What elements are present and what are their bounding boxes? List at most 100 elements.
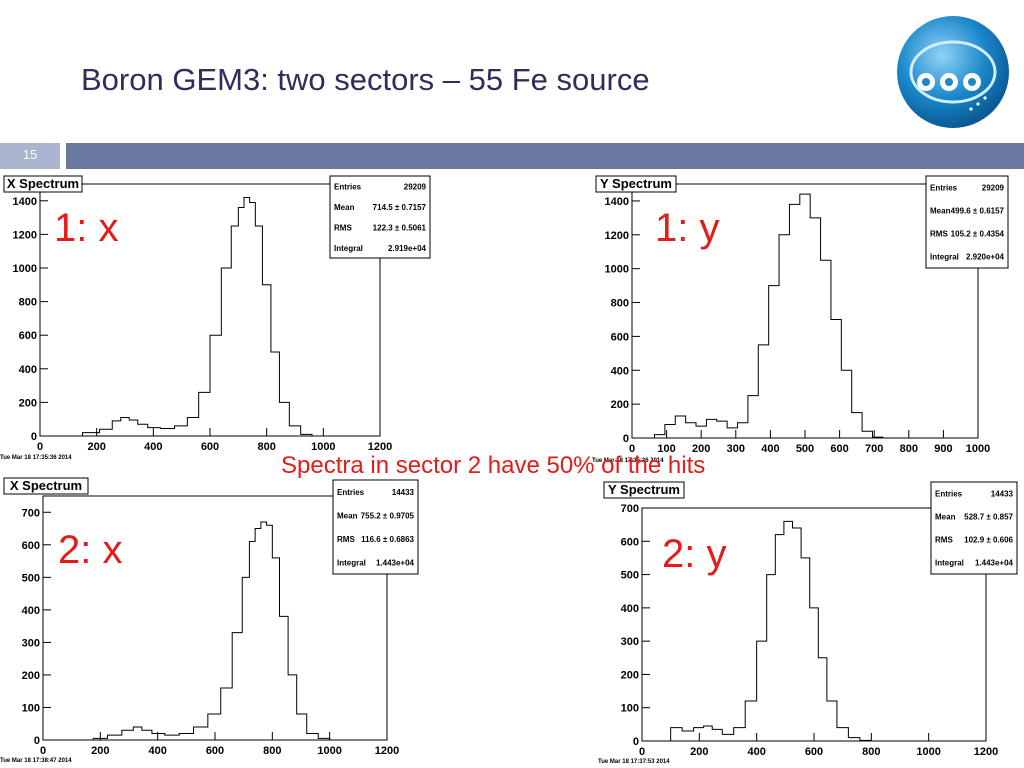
x-tick-label: 300: [727, 443, 745, 455]
histogram-series: [92, 521, 331, 740]
y-tick-label: 300: [621, 636, 639, 648]
stats-value: 2.919e+04: [388, 244, 427, 253]
stats-label: Integral: [334, 244, 363, 253]
x-tick-label: 200: [692, 443, 710, 455]
y-tick-label: 0: [34, 735, 40, 747]
stats-label: Mean: [337, 511, 358, 520]
y-tick-label: 600: [22, 540, 40, 552]
histogram-1y: 0 100 200 300 400 500 600 700 800 900 1000 0 200 400 6…: [592, 175, 1009, 464]
stats-value: 102.9 ± 0.606: [964, 536, 1013, 545]
x-tick-label: 200: [91, 745, 109, 757]
y-tick-label: 400: [611, 365, 629, 377]
x-tick-label: 600: [206, 745, 224, 757]
stats-label: Entries: [935, 490, 963, 499]
y-tick-label: 1400: [13, 196, 37, 208]
y-tick-label: 1000: [605, 264, 629, 276]
x-tick-label: 1200: [368, 441, 392, 453]
stats-label: RMS: [935, 536, 953, 545]
label-2x: 2: x: [58, 528, 123, 572]
label-2y: 2: y: [662, 532, 727, 576]
x-tick-label: 800: [900, 443, 918, 455]
stats-box: [930, 481, 1018, 575]
label-1y: 1: y: [655, 206, 720, 250]
stats-value: 528.7 ± 0.857: [964, 513, 1013, 522]
y-tick-label: 100: [621, 703, 639, 715]
histogram-series: [82, 196, 313, 436]
hist-title-box: [3, 175, 83, 193]
y-tick-label: 600: [19, 330, 37, 342]
stats-label: Integral: [935, 559, 964, 568]
histogram-series: [670, 520, 872, 741]
x-tick-label: 0: [629, 443, 635, 455]
stats-label: Mean: [334, 203, 355, 212]
y-tick-label: 200: [621, 669, 639, 681]
timestamp: Tue Mar 18 17:35:36 2014: [592, 458, 664, 464]
stats-label: Mean: [930, 207, 951, 216]
y-tick-label: 400: [19, 364, 37, 376]
x-tick-label: 700: [865, 443, 883, 455]
stats-value: 714.5 ± 0.7157: [373, 203, 427, 212]
y-tick-label: 200: [611, 399, 629, 411]
header-band: 15: [0, 143, 1024, 169]
y-tick-label: 200: [22, 670, 40, 682]
stats-label: Entries: [930, 184, 958, 193]
stats-label: Integral: [930, 253, 959, 262]
x-tick-label: 800: [257, 441, 275, 453]
histogram-2y: 0 200 400 600 800 1000 1200 0 100 200 300 400 500 600…: [598, 481, 1018, 765]
stats-value: 122.3 ± 0.5061: [373, 223, 427, 232]
y-tick-label: 600: [621, 536, 639, 548]
x-tick-label: 0: [37, 441, 43, 453]
stats-value: 755.2 ± 0.9705: [361, 511, 415, 520]
page-number-box: [0, 143, 60, 169]
y-tick-label: 200: [19, 397, 37, 409]
x-tick-label: 1000: [311, 441, 335, 453]
y-tick-label: 0: [633, 736, 639, 748]
stats-label: Entries: [334, 182, 362, 191]
x-tick-label: 100: [657, 443, 675, 455]
stats-box: [332, 479, 419, 575]
timestamp: Tue Mar 18 17:37:53 2014: [598, 759, 670, 765]
x-tick-label: 1000: [966, 443, 990, 455]
stats-label: RMS: [334, 223, 352, 232]
stats-value: 29209: [404, 182, 427, 191]
stats-label: Entries: [337, 488, 365, 497]
stats-value: 1.443e+04: [376, 558, 415, 567]
label-1x: 1: x: [54, 206, 119, 250]
x-tick-label: 600: [805, 746, 823, 758]
stats-value: 499.6 ± 0.6157: [951, 207, 1005, 216]
stats-value: 116.6 ± 0.6863: [361, 535, 414, 544]
y-tick-label: 1200: [605, 230, 629, 242]
x-tick-label: 1000: [916, 746, 940, 758]
y-tick-label: 100: [22, 702, 40, 714]
x-tick-label: 400: [144, 441, 162, 453]
x-tick-label: 400: [747, 746, 765, 758]
stats-label: Mean: [935, 513, 956, 522]
x-tick-label: 200: [690, 746, 708, 758]
y-tick-label: 1200: [13, 229, 37, 241]
x-tick-label: 800: [862, 746, 880, 758]
stats-value: 2.920e+04: [966, 253, 1005, 262]
hist-title: X Spectrum: [10, 478, 82, 493]
stats-value: 105.2 ± 0.4354: [951, 230, 1005, 239]
slide-title: Boron GEM3: two sectors – 55 Fe source: [81, 62, 650, 97]
hist-title: Y Spectrum: [600, 176, 672, 191]
y-tick-label: 500: [22, 572, 40, 584]
y-tick-label: 300: [22, 637, 40, 649]
timestamp: Tue Mar 18 17:38:47 2014: [0, 758, 72, 764]
x-tick-label: 1000: [317, 745, 341, 757]
x-tick-label: 600: [201, 441, 219, 453]
stats-value: 14433: [392, 488, 415, 497]
x-tick-label: 1200: [974, 746, 998, 758]
hist-title-box: [3, 477, 89, 495]
y-tick-label: 400: [22, 605, 40, 617]
y-tick-label: 800: [19, 297, 37, 309]
y-tick-label: 600: [611, 331, 629, 343]
x-tick-label: 1200: [375, 745, 399, 757]
timestamp: Tue Mar 18 17:35:36 2014: [0, 455, 72, 461]
histogram-1x: 0 200 400 600 800 1000 1200 0 200 400 600 800 1000 12…: [0, 175, 431, 461]
histogram-series: [653, 193, 884, 438]
histogram-2x: 0 200 400 600 800 1000 1200 0 100 200 300 400 500 600…: [0, 477, 419, 764]
x-tick-label: 500: [796, 443, 814, 455]
y-tick-label: 800: [611, 298, 629, 310]
y-tick-label: 0: [623, 433, 629, 445]
